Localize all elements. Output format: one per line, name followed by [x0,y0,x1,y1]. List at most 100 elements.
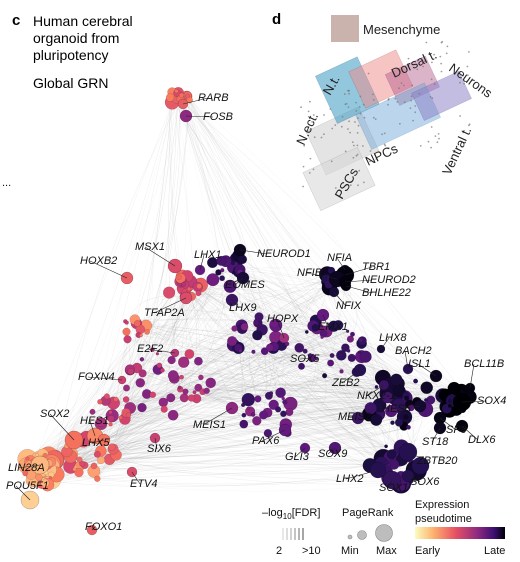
edge [111,296,192,448]
gene-node [227,336,238,347]
leader-gli3 [294,447,306,458]
edge [40,405,400,462]
edge [56,274,328,475]
gene-label-sox4: SOX4 [477,395,506,407]
edge [188,283,377,420]
edge [101,404,244,425]
gene-node [259,410,269,420]
leader-isl1 [417,363,437,377]
edge [176,91,257,323]
cell-dot [347,128,349,130]
gene-node [48,475,52,480]
edge [187,95,446,396]
gene-node [149,391,157,399]
edge [43,337,323,470]
edge [176,91,265,352]
region-mesenchyme [331,15,359,42]
cell-dot [416,68,419,71]
gene-label-etv4: ETV4 [130,478,158,490]
edge [188,290,377,421]
gene-node [108,410,113,415]
edge [176,97,384,459]
gene-label-zeb2: ZEB2 [331,377,360,389]
edge [184,296,417,471]
cell-dot [374,118,377,120]
cell-dot [355,101,357,104]
edge [171,278,327,361]
cell-dot [363,181,365,184]
edge [234,328,258,421]
edge [113,379,397,450]
edge [142,373,455,389]
cell-dot [311,120,313,123]
region-ventral [411,70,472,121]
edge [40,425,404,471]
edge [38,393,388,478]
leader-neurod2 [344,279,373,283]
gene-node [390,373,403,386]
cell-dot [372,116,375,119]
leader-fosb [185,115,214,118]
edge [141,359,392,412]
gene-label-sox2: SOX2 [40,408,69,420]
edge [146,92,181,332]
gene-node [196,283,202,289]
gene-node [345,329,350,333]
gene-node [108,443,116,451]
gene-node [250,412,256,417]
cell-dot [468,124,470,127]
edge [115,287,331,400]
gene-node [322,373,328,379]
edge [290,403,392,455]
cell-dot [302,185,304,188]
edge [126,322,197,399]
gene-label-sox9: SOX9 [318,448,347,460]
leader-nfix [333,291,347,307]
gene-node [177,356,190,368]
edge [242,322,257,406]
gene-node [298,362,306,370]
legend-fdr-max: >10 [302,545,321,557]
leader-bcl11b [469,363,475,389]
edge [198,361,281,393]
gene-label-e2f2: E2F2 [137,343,163,355]
cell-dot [411,84,414,87]
gene-node [133,320,141,327]
edge [198,350,306,362]
network-nodes [17,87,477,536]
cell-dot [312,168,315,171]
edge [138,334,400,423]
cell-dot [440,70,443,73]
gene-node [413,378,419,384]
gene-node [186,286,192,292]
edge [184,284,361,341]
edge [321,336,462,393]
edge [137,309,258,324]
cell-dot [446,45,449,48]
edge [280,379,388,394]
edge [25,473,402,492]
edge [100,416,405,452]
gene-node [282,399,288,405]
edge [221,278,387,472]
edge [180,98,323,338]
cell-dot [394,97,397,100]
cell-dot [383,132,386,135]
cell-dot [354,121,356,123]
legend: –log10[FDR] 2 >10 PageRank Min Max Expre… [262,499,505,557]
cell-dot [358,106,361,108]
cell-dot [466,74,469,76]
edge [327,274,426,410]
gene-label-nkx2-1: NKX2-1 [357,390,396,402]
edge [244,326,389,466]
gene-label-tbr1: TBR1 [362,261,390,273]
edge [268,283,329,396]
cell-dot [433,53,435,56]
gene-node [205,377,216,389]
edge [184,295,318,329]
cell-dot [430,78,433,81]
panel-c-letter: c [12,12,20,29]
leader-lhx2 [345,469,379,480]
cell-dot [356,132,359,134]
edge [178,276,380,406]
